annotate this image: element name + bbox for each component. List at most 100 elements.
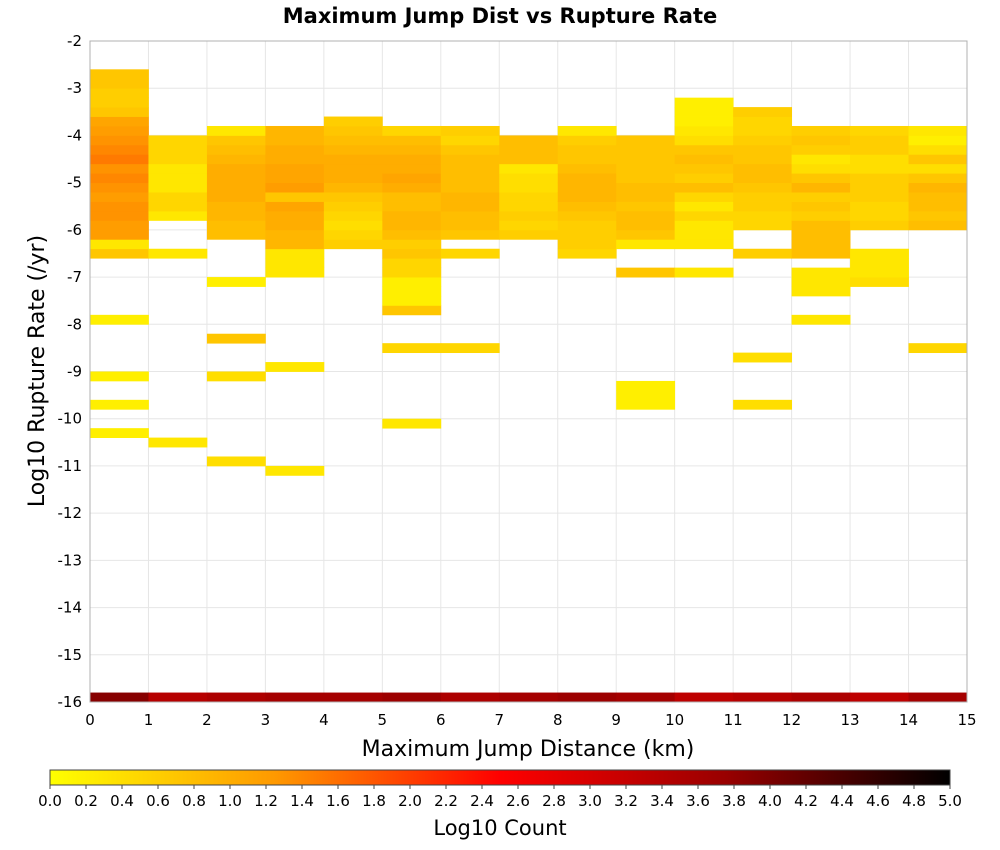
heatmap-cell (265, 692, 325, 703)
x-tick-label: 9 (611, 711, 621, 729)
colorbar-tick-label: 2.6 (506, 792, 530, 810)
heatmap-cell (382, 418, 442, 429)
y-tick-label: -6 (67, 221, 82, 239)
heatmap-cell (148, 692, 208, 703)
heatmap-cell (733, 201, 792, 212)
colorbar-tick-label: 3.4 (650, 792, 674, 810)
heatmap-cell (791, 210, 851, 221)
colorbar-tick-label: 3.8 (722, 792, 746, 810)
heatmap-cell (850, 277, 909, 287)
heatmap-cell (616, 173, 676, 184)
heatmap-cell (265, 154, 325, 165)
heatmap-cell (499, 135, 559, 146)
y-tick-label: -12 (58, 504, 83, 522)
heatmap-cell (499, 182, 559, 193)
heatmap-cell (206, 220, 266, 231)
heatmap-cell (733, 248, 792, 259)
heatmap-cell (733, 352, 792, 363)
heatmap-cell (323, 163, 383, 174)
heatmap-cell (557, 210, 617, 221)
heatmap-cell (733, 182, 792, 193)
heatmap-cell (90, 107, 149, 117)
heatmap-cell (323, 116, 383, 127)
heatmap-cell (90, 144, 149, 155)
heatmap-cell (265, 362, 325, 372)
heatmap-cell (265, 163, 325, 174)
colorbar-tick-label: 3.6 (686, 792, 710, 810)
heatmap-cell (90, 314, 149, 325)
heatmap-cell (323, 692, 383, 703)
heatmap-cell (148, 173, 208, 184)
heatmap-cell (90, 182, 149, 193)
heatmap-cell (382, 239, 442, 250)
heatmap-cell (557, 192, 617, 202)
heatmap-cell (440, 229, 500, 240)
heatmap-cell (850, 125, 909, 136)
colorbar-tick-label: 1.8 (362, 792, 386, 810)
heatmap-cell (323, 201, 383, 212)
x-tick-label: 7 (494, 711, 504, 729)
heatmap-cell (850, 258, 909, 269)
y-tick-label: -5 (67, 174, 82, 192)
heatmap-cell (90, 163, 149, 174)
heatmap-cell (382, 277, 442, 287)
colorbar-tick-label: 0.8 (182, 792, 206, 810)
heatmap-cell (616, 144, 676, 155)
heatmap-cell (382, 267, 442, 278)
heatmap-cell (908, 125, 968, 136)
heatmap-cell (733, 173, 792, 184)
heatmap-cell (674, 163, 734, 174)
colorbar-tick-label: 1.6 (326, 792, 350, 810)
heatmap-cell (265, 210, 325, 221)
heatmap-cell (265, 248, 325, 259)
heatmap-cell (791, 201, 851, 212)
heatmap-cell (265, 229, 325, 240)
heatmap-cell (616, 390, 676, 401)
x-tick-label: 10 (665, 711, 684, 729)
heatmap-cell (440, 125, 500, 136)
heatmap-cell (733, 399, 792, 410)
heatmap-cell (908, 154, 968, 165)
heatmap-cell (206, 144, 266, 155)
heatmap-cell (90, 135, 149, 146)
heatmap-cell (791, 154, 851, 165)
heatmap-cell (733, 163, 792, 174)
heatmap-cell (850, 267, 909, 278)
heatmap-cell (90, 116, 149, 127)
colorbar-tick-label: 1.2 (254, 792, 278, 810)
heatmap-cell (323, 229, 383, 240)
heatmap-cell (616, 135, 676, 146)
heatmap-cell (148, 192, 208, 202)
heatmap-cell (323, 239, 383, 250)
heatmap-cell (850, 173, 909, 184)
heatmap-cell (382, 163, 442, 174)
heatmap-cell (90, 428, 149, 438)
heatmap-cell (908, 192, 968, 202)
heatmap-cell (323, 135, 383, 146)
heatmap-cell (791, 267, 851, 278)
heatmap-cell (206, 456, 266, 467)
heatmap-cell (499, 163, 559, 174)
heatmap-cell (674, 229, 734, 240)
heatmap-cell (850, 154, 909, 165)
heatmap-cell (557, 201, 617, 212)
heatmap-cell (908, 144, 968, 155)
heatmap-cell (791, 135, 851, 146)
heatmap-cell (440, 343, 500, 354)
colorbar-tick-label: 4.0 (758, 792, 782, 810)
x-tick-label: 3 (261, 711, 271, 729)
heatmap-cell (616, 380, 676, 391)
heatmap-cell (616, 692, 676, 703)
heatmap-cell (557, 154, 617, 165)
heatmap-cell (90, 192, 149, 202)
heatmap-cell (791, 220, 851, 231)
heatmap-cell (440, 173, 500, 184)
heatmap-cell (557, 182, 617, 193)
colorbar (49, 769, 951, 786)
heatmap-cell (791, 692, 851, 703)
heatmap-cell (148, 154, 208, 165)
heatmap-cell (616, 201, 676, 212)
heatmap-cell (148, 163, 208, 174)
colorbar-ticks: 0.0 0.2 0.4 0.6 0.8 1.0 1.2 1.4 1.6 1.8 2.0 2.2 2.4 2… (38, 785, 962, 810)
heatmap-cell (791, 229, 851, 240)
